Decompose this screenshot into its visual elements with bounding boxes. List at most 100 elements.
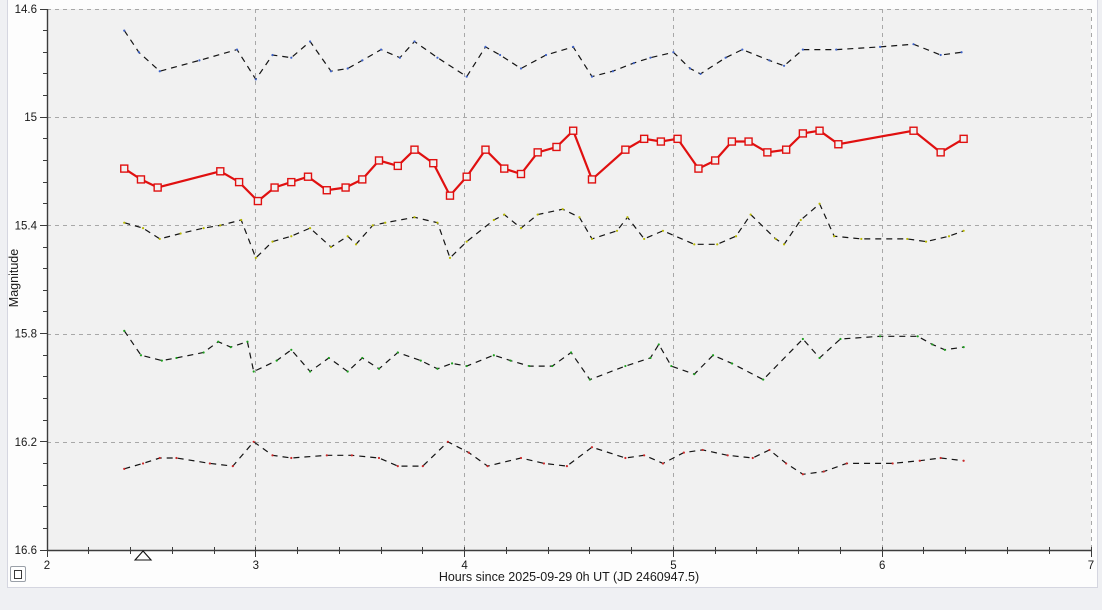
data-point-dot	[561, 208, 564, 211]
data-point-dot	[492, 354, 495, 357]
data-point-marker	[303, 172, 313, 181]
data-point-dot	[329, 245, 333, 249]
data-point-dot	[726, 454, 729, 457]
data-point-marker	[136, 175, 146, 184]
comparison-star-1-line	[123, 30, 962, 81]
data-point-dot	[419, 359, 422, 362]
plot-area	[47, 9, 1091, 550]
data-point-dot	[724, 56, 727, 59]
data-point-dot	[544, 53, 548, 57]
data-point-dot	[891, 462, 894, 465]
data-point-dot	[290, 348, 293, 351]
data-point-dot	[699, 72, 702, 76]
data-point-dot	[578, 216, 581, 219]
data-point-dot	[198, 59, 201, 62]
data-point-dot	[643, 454, 646, 457]
data-point-marker	[959, 134, 968, 144]
data-point-dot	[139, 354, 143, 357]
axis-marker-triangle[interactable]	[133, 550, 153, 561]
data-point-dot	[624, 456, 627, 460]
chart-mode-button[interactable]	[10, 566, 26, 582]
data-point-dot	[467, 451, 470, 454]
y-tick-label: 15.8	[15, 329, 37, 341]
data-point-dot	[661, 229, 665, 232]
data-point-marker	[120, 164, 129, 173]
data-point-dot	[741, 48, 744, 51]
comparison-star-1-series	[123, 29, 963, 81]
data-point-dot	[734, 235, 738, 238]
x-tick-label: 6	[879, 560, 885, 572]
data-point-dot	[801, 48, 804, 51]
data-point-marker	[253, 196, 263, 206]
data-point-marker	[621, 145, 630, 154]
data-point-dot	[519, 67, 523, 70]
x-axis-title: Hours since 2025-09-29 0h UT (JD 2460947…	[438, 570, 700, 584]
data-point-dot	[217, 340, 220, 343]
data-point-marker	[936, 148, 945, 157]
data-point-dot	[202, 227, 205, 230]
data-point-dot	[123, 29, 126, 32]
data-point-dot	[329, 70, 333, 73]
data-point-dot	[158, 456, 161, 460]
data-point-dot	[943, 348, 946, 351]
data-point-marker	[568, 126, 578, 135]
data-point-dot	[448, 256, 452, 259]
data-point-dot	[202, 351, 205, 354]
data-point-dot	[350, 454, 353, 457]
x-tick-label: 3	[253, 560, 259, 572]
data-point-dot	[361, 59, 364, 62]
axis-lines	[46, 9, 1091, 552]
data-point-dot	[565, 465, 569, 468]
data-point-dot	[542, 462, 546, 465]
data-point-dot	[498, 53, 502, 57]
data-point-dot	[672, 51, 675, 54]
data-point-dot	[801, 473, 804, 476]
data-point-dot	[818, 356, 821, 360]
data-point-dot	[939, 53, 942, 57]
x-tick-label: 2	[44, 560, 50, 572]
data-point-dot	[465, 240, 468, 243]
data-point-dot	[486, 465, 489, 468]
data-point-dot	[939, 456, 942, 460]
data-point-marker	[322, 186, 331, 195]
data-point-dot	[229, 346, 232, 349]
data-point-marker	[673, 134, 682, 144]
data-point-dot	[208, 462, 211, 465]
y-tick-label: 16.6	[15, 545, 37, 557]
data-point-marker	[815, 126, 824, 135]
data-point-dot	[839, 337, 842, 341]
data-point-dot	[436, 56, 439, 59]
data-point-marker	[516, 169, 526, 179]
data-point-dot	[799, 218, 802, 222]
data-point-dot	[290, 56, 293, 59]
data-point-dot	[377, 456, 381, 460]
data-point-marker	[656, 137, 666, 146]
data-point-marker	[287, 177, 296, 187]
data-point-dot	[918, 459, 921, 462]
data-point-dot	[465, 75, 468, 78]
data-point-dot	[484, 45, 487, 48]
data-point-dot	[396, 465, 399, 468]
data-point-dot	[377, 367, 381, 370]
data-point-marker	[374, 156, 384, 165]
data-point-dot	[611, 70, 614, 73]
data-point-marker	[410, 145, 419, 154]
data-point-dot	[590, 237, 594, 241]
data-point-dot	[235, 48, 239, 51]
y-tick-label: 14.6	[15, 4, 37, 16]
data-point-dot	[962, 229, 965, 232]
data-point-marker	[445, 191, 455, 200]
data-point-dot	[509, 359, 512, 362]
data-point-marker	[587, 175, 597, 184]
data-point-dot	[254, 78, 257, 81]
x-tick-label: 7	[1088, 560, 1094, 572]
data-point-dot	[879, 45, 882, 48]
data-point-dot	[436, 367, 439, 370]
data-point-marker	[909, 126, 918, 135]
data-point-dot	[398, 56, 401, 59]
data-point-dot	[384, 221, 387, 224]
data-point-dot	[519, 227, 523, 230]
data-point-dot	[123, 467, 126, 470]
